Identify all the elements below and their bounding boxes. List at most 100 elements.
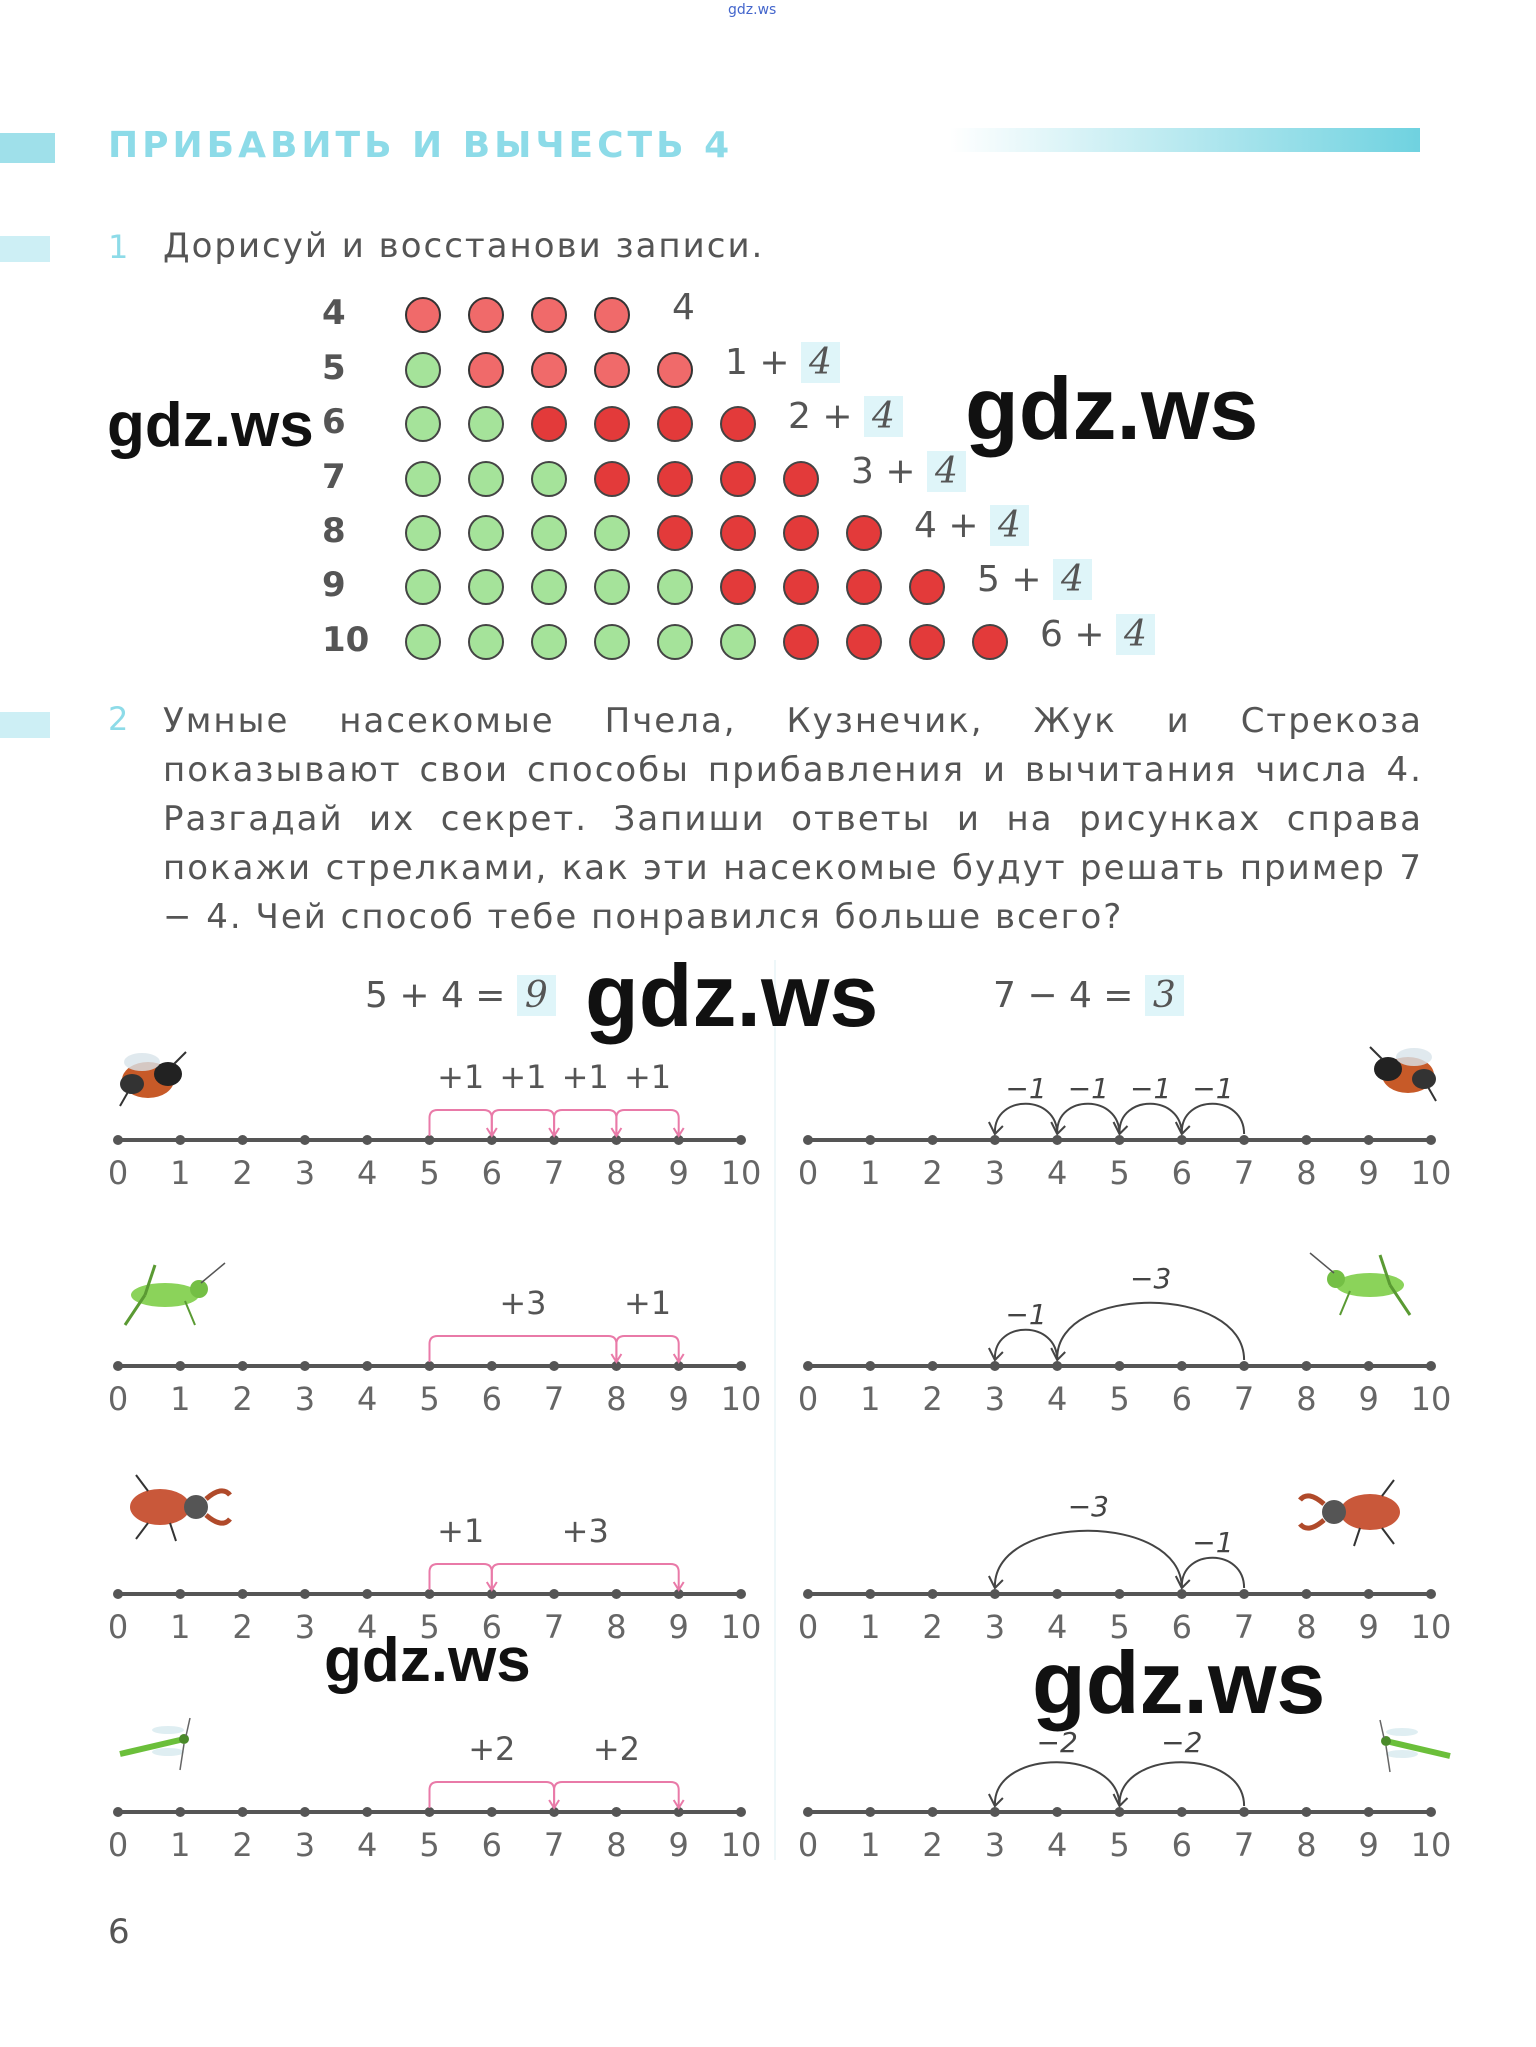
tick-dot [1239,1361,1250,1371]
tick-dot [1363,1361,1374,1371]
red-dot [720,515,756,551]
red-dot [657,515,693,551]
row-label: 5 [322,348,346,388]
tick-label: 2 [922,1608,942,1646]
tick-dot [1301,1361,1312,1371]
right-example-answer: 3 [1144,975,1184,1016]
task2-tab [0,712,50,738]
tick-dot [486,1807,497,1817]
tick-dot [175,1807,186,1817]
tick-dot [549,1807,560,1817]
tick-label: 2 [922,1380,942,1418]
green-dot [531,461,567,497]
tick-label: 6 [482,1608,502,1646]
expression-answer: 4 [1052,559,1092,600]
left-jump-label: +1 [437,1512,484,1550]
tick-label: 6 [482,1154,502,1192]
tick-label: 6 [1172,1608,1192,1646]
tick-dot [1176,1135,1187,1145]
tick-label: 0 [108,1154,128,1192]
tick-label: 3 [295,1380,315,1418]
right-jump-arc [1180,1102,1246,1135]
tick-label: 9 [1359,1826,1379,1864]
tick-label: 4 [1047,1154,1067,1192]
red-dot [846,569,882,605]
arrow-head [988,1347,1004,1362]
tick-dot [611,1361,622,1371]
tick-label: 2 [922,1154,942,1192]
tick-label: 6 [1172,1154,1192,1192]
tick-label: 7 [544,1154,564,1192]
tick-dot [1301,1589,1312,1599]
tick-label: 8 [606,1826,626,1864]
right-jump-label: −3 [1068,1490,1109,1523]
green-dot [531,515,567,551]
arrow-head [1174,1575,1191,1590]
left-example: 5 + 4 = 9 [365,975,556,1016]
green-dot [468,515,504,551]
green-dot [468,461,504,497]
task2-number: 2 [108,700,129,738]
tick-dot [989,1135,1000,1145]
green-dot [405,406,441,442]
tick-dot [803,1361,813,1371]
tick-dot [362,1135,373,1145]
tick-dot [803,1135,813,1145]
row-expression: 6 + 4 [1040,614,1155,655]
red-dot [783,624,819,660]
left-jump-label: +2 [468,1730,515,1768]
green-dot [468,569,504,605]
green-dot [405,352,441,388]
tick-label: 7 [1234,1154,1254,1192]
tick-label: 10 [1411,1826,1452,1864]
tick-dot [736,1589,746,1599]
row-label: 6 [322,402,346,442]
tick-dot [113,1361,123,1371]
red-dot [846,624,882,660]
tick-label: 1 [170,1826,190,1864]
tick-dot [1176,1807,1187,1817]
tick-dot [424,1135,435,1145]
green-dot [594,515,630,551]
right-jump-label: −1 [1192,1072,1233,1105]
left-jump-label: +1 [624,1058,671,1096]
right-jump-arc [1180,1556,1246,1589]
left-jump-label: +1 [437,1058,484,1096]
row-label: 10 [322,620,370,660]
tick-dot [1239,1807,1250,1817]
tick-label: 5 [1109,1380,1129,1418]
tick-dot [927,1807,938,1817]
task1-text: Дорисуй и восстанови записи. [163,226,765,266]
title-bar-right [950,128,1420,152]
expression-answer: 4 [989,505,1029,546]
tick-dot [486,1589,497,1599]
beetle-icon [130,1474,232,1542]
arrow-head [672,1127,685,1138]
tick-dot [1426,1807,1436,1817]
left-example-answer: 9 [516,975,556,1016]
tick-label: 4 [357,1380,377,1418]
red-dot [783,515,819,551]
tick-label: 1 [860,1380,880,1418]
tick-dot [424,1807,435,1817]
tick-label: 8 [606,1608,626,1646]
left-jump-arc [428,1563,493,1590]
red-dot [594,352,630,388]
grasshopper-icon [1309,1252,1412,1316]
tick-label: 2 [232,1380,252,1418]
tick-label: 1 [170,1608,190,1646]
tick-label: 3 [295,1826,315,1864]
tick-dot [1426,1135,1436,1145]
tick-label: 10 [721,1608,762,1646]
tick-label: 4 [1047,1608,1067,1646]
tick-dot [1426,1589,1436,1599]
tick-dot [1052,1361,1063,1371]
tick-dot [1239,1589,1250,1599]
tick-label: 5 [1109,1154,1129,1192]
tick-label: 8 [1296,1154,1316,1192]
watermark: gdz.ws [585,946,879,1045]
right-jump-label: −2 [1037,1726,1078,1759]
tick-label: 0 [108,1826,128,1864]
right-example: 7 − 4 = 3 [993,975,1184,1016]
left-jump-label: +3 [499,1284,546,1322]
